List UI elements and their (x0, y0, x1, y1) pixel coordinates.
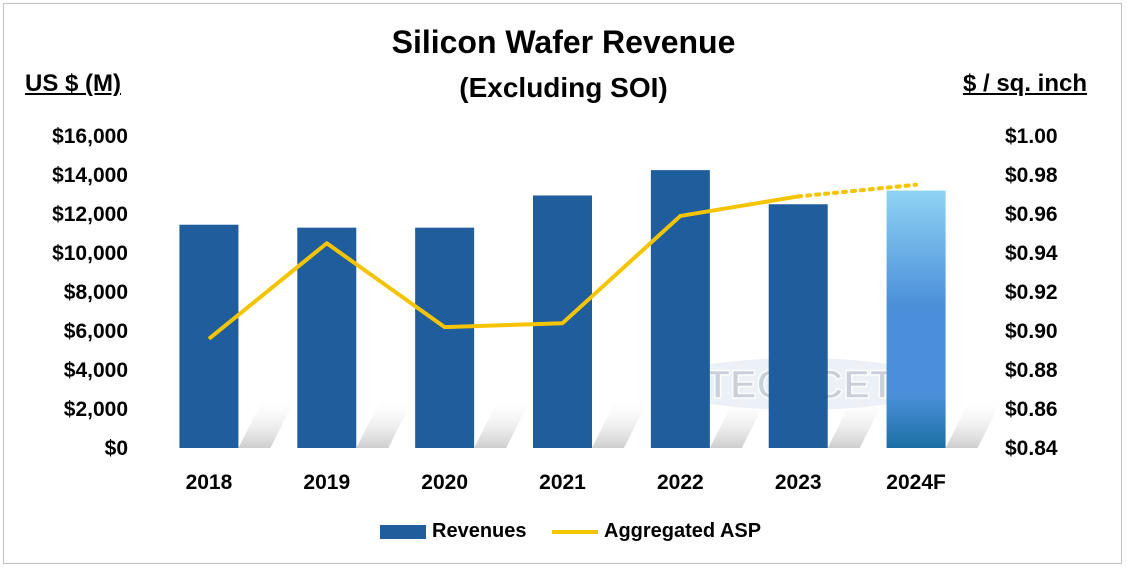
legend-swatch-bar (380, 524, 426, 539)
bar-2019 (297, 227, 357, 448)
line-series (207, 182, 919, 341)
y-tick-label: $0 (105, 437, 128, 460)
legend-item-asp: Aggregated ASP (552, 520, 761, 543)
x-tick-label: 2019 (303, 471, 350, 494)
legend-swatch-line (552, 529, 598, 534)
x-tick-label: 2021 (539, 471, 586, 494)
bar-shadow (827, 396, 886, 448)
x-tick-label: 2020 (421, 471, 468, 494)
y2-tick-label: $0.94 (1005, 242, 1058, 265)
y2-tick-label: $0.90 (1005, 320, 1058, 343)
x-axis: 2018 2019 2020 2021 2022 2023 2024F (186, 471, 946, 494)
y2-tick-label: $0.84 (1005, 437, 1058, 460)
bar-shadows (238, 396, 1004, 448)
y2-tick-label: $0.96 (1005, 203, 1058, 226)
legend-label: Aggregated ASP (604, 520, 762, 542)
y-tick-label: $6,000 (64, 320, 128, 343)
y-tick-label: $14,000 (52, 164, 128, 187)
bar-shadow (709, 396, 768, 448)
y-axis-title-right: $ / sq. inch (962, 70, 1087, 97)
bar-2023 (768, 204, 828, 448)
x-tick-label: 2022 (657, 471, 704, 494)
chart-title: Silicon Wafer Revenue (391, 24, 736, 60)
y-tick-label: $4,000 (64, 359, 128, 382)
asp-line (207, 194, 799, 341)
y-tick-label: $2,000 (64, 398, 128, 421)
y2-tick-label: $0.92 (1005, 281, 1058, 304)
bar-shadow (474, 396, 533, 448)
y-tick-label: $10,000 (52, 242, 128, 265)
asp-line-forecast (796, 182, 919, 199)
y2-tick-label: $1.00 (1005, 125, 1058, 148)
legend: Revenues Aggregated ASP (0, 520, 1127, 546)
y-tick-label: $12,000 (52, 203, 128, 226)
bar-shadow (592, 396, 650, 448)
y-tick-label: $8,000 (64, 281, 128, 304)
x-tick-label: 2023 (775, 471, 822, 494)
x-tick-label: 2024F (886, 471, 946, 494)
y-tick-label: $16,000 (52, 125, 128, 148)
bar-2020 (415, 227, 475, 448)
legend-label: Revenues (432, 520, 527, 542)
y2-tick-label: $0.88 (1005, 359, 1058, 382)
x-tick-label: 2018 (186, 471, 233, 494)
y2-tick-label: $0.98 (1005, 164, 1058, 187)
chart-frame (3, 3, 1122, 564)
bar-2024F-forecast (886, 190, 946, 448)
y2-tick-label: $0.86 (1005, 398, 1058, 421)
y-axis-left: $0 $2,000 $4,000 $6,000 $8,000 $10,000 $12,000… (52, 125, 128, 460)
bar-shadow (356, 396, 415, 448)
y-axis-title-left: US $ (M) (25, 70, 121, 97)
chart-subtitle: (Excluding SOI) (459, 72, 668, 103)
bar-shadow (945, 396, 1004, 448)
legend-item-revenues: Revenues (380, 520, 527, 543)
bar-shadow (238, 396, 297, 448)
y-axis-right: $0.84 $0.86 $0.88 $0.90 $0.92 $0.94 $0.96 $0.98… (1005, 125, 1058, 460)
